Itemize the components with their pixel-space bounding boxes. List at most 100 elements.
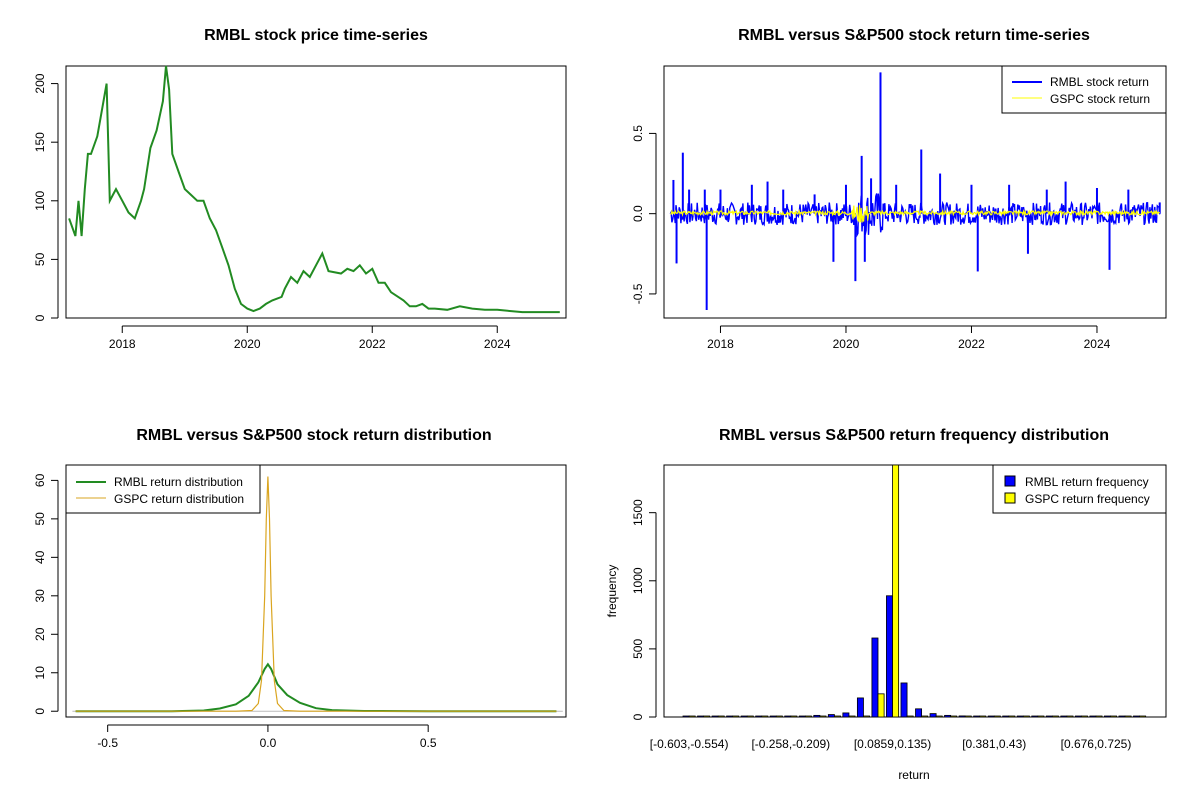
legend-label-gspc-distribution: GSPC return distribution (114, 492, 244, 506)
x-category-label: [-0.603,-0.554) (650, 737, 729, 751)
gspc-frequency-bar (863, 715, 870, 718)
gspc-frequency-bar (1124, 715, 1132, 718)
rmbl-frequency-bar (726, 715, 734, 718)
rmbl-frequency-bar (697, 715, 705, 718)
rmbl-frequency-bar (958, 715, 966, 718)
distribution-legend-box (65, 464, 261, 514)
gspc-frequency-bar (993, 715, 1001, 718)
rmbl-frequency-bar (769, 715, 777, 718)
gspc-frequency-bar (819, 715, 827, 718)
rmbl-frequency-bar (755, 715, 763, 718)
y-tick-label: 0 (33, 314, 47, 321)
rmbl-frequency-bar (1045, 715, 1053, 718)
gspc-frequency-bar (1095, 715, 1103, 718)
frequency-axes: 0 500 1000 1500 (631, 499, 657, 720)
distribution-axes: 0 10 20 30 40 50 60 -0.5 0.0 0.5 (33, 473, 437, 750)
legend-label-gspc-frequency: GSPC return frequency (1025, 492, 1150, 506)
return-plot-box (663, 65, 1167, 319)
rmbl-frequency-bar (1074, 715, 1082, 718)
gspc-frequency-bar (1022, 715, 1030, 718)
gspc-frequency-bar (688, 715, 696, 718)
legend-key-gspc-frequency (1004, 492, 1016, 504)
rmbl-frequency-bar (842, 712, 850, 718)
x-tick-label: 2024 (1084, 337, 1111, 351)
rmbl-frequency-bar (1016, 715, 1024, 718)
x-tick-label: 0.5 (420, 736, 437, 750)
y-tick-label: 100 (33, 190, 47, 210)
rmbl-frequency-bar (900, 682, 908, 718)
y-tick-label: 40 (33, 550, 47, 564)
rmbl-density-line (75, 662, 557, 713)
rmbl-frequency-bar (856, 697, 864, 718)
gspc-frequency-bar (935, 715, 943, 718)
frequency-plot-box (663, 464, 1167, 718)
x-tick-label: 2020 (234, 337, 261, 351)
rmbl-frequency-bar (987, 715, 995, 718)
gspc-frequency-bar (892, 464, 900, 718)
frequency-bars: [-0.603,-0.554) [-0.258,-0.209) [0.0859,0.… (650, 464, 1147, 751)
gspc-frequency-bar (761, 715, 769, 718)
frequency-y-axis-label: frequency (605, 565, 619, 618)
legend-label-rmbl-frequency: RMBL return frequency (1025, 475, 1149, 489)
price-axes: 0 50 100 150 200 2018 2020 2022 2024 (33, 73, 511, 351)
gspc-frequency-bar (804, 715, 812, 718)
frequency-distribution-panel: RMBL versus S&P500 return frequency dist… (605, 427, 1167, 782)
gspc-frequency-bar (717, 715, 725, 718)
rmbl-frequency-bar (1060, 715, 1068, 718)
y-tick-label: 50 (33, 252, 47, 266)
return-chart-title: RMBL versus S&P500 stock return time-ser… (738, 27, 1090, 44)
return-timeseries-panel: RMBL versus S&P500 stock return time-ser… (631, 27, 1167, 351)
gspc-frequency-bar (1051, 715, 1059, 718)
return-axes: -0.5 0.0 0.5 2018 2020 2022 2024 (631, 125, 1111, 351)
x-tick-label: 2022 (958, 337, 985, 351)
gspc-frequency-bar (848, 715, 856, 718)
legend-label-rmbl-return: RMBL stock return (1050, 75, 1149, 89)
price-plot-box (65, 65, 567, 319)
y-tick-label: 200 (33, 73, 47, 93)
rmbl-frequency-bar (915, 708, 923, 718)
distribution-plot-box (65, 464, 567, 718)
y-tick-label: 0 (631, 713, 645, 720)
x-category-label: [0.0859,0.135) (854, 737, 931, 751)
x-tick-label: 2024 (484, 337, 511, 351)
y-tick-label: 1500 (631, 499, 645, 526)
gspc-frequency-bar (906, 715, 914, 718)
gspc-return-line (669, 205, 1161, 224)
price-series (68, 65, 560, 314)
frequency-chart-title: RMBL versus S&P500 return frequency dist… (719, 427, 1109, 444)
gspc-frequency-bar (877, 693, 885, 718)
y-tick-label: -0.5 (631, 283, 645, 304)
gspc-frequency-bar (950, 715, 958, 718)
frequency-x-axis-label: return (898, 768, 929, 782)
y-tick-label: 10 (33, 666, 47, 680)
rmbl-frequency-bar (944, 714, 952, 718)
x-category-label: [-0.258,-0.209) (751, 737, 830, 751)
rmbl-frequency-bar (1104, 715, 1111, 718)
gspc-frequency-bar (775, 715, 783, 718)
price-chart-title: RMBL stock price time-series (204, 27, 428, 44)
gspc-frequency-bar (1081, 715, 1088, 718)
y-tick-label: 0.0 (631, 205, 645, 222)
rmbl-price-line (68, 65, 560, 314)
gspc-frequency-bar (979, 715, 987, 718)
rmbl-frequency-bar (784, 715, 792, 718)
rmbl-frequency-bar (1031, 715, 1039, 718)
y-tick-label: 1000 (631, 567, 645, 594)
x-tick-label: 2018 (109, 337, 136, 351)
rmbl-frequency-bar (886, 595, 893, 718)
distribution-chart-title: RMBL versus S&P500 stock return distribu… (136, 427, 491, 444)
gspc-density-line (75, 476, 557, 712)
y-tick-label: 50 (33, 512, 47, 526)
y-tick-label: 0.5 (631, 125, 645, 142)
y-tick-label: 500 (631, 639, 645, 659)
distribution-series (72, 476, 563, 713)
legend-key-rmbl-frequency (1004, 475, 1016, 487)
x-category-label: [0.676,0.725) (1061, 737, 1132, 751)
y-tick-label: 60 (33, 473, 47, 487)
x-category-label: [0.381,0.43) (962, 737, 1026, 751)
x-tick-label: 0.0 (260, 736, 277, 750)
gspc-frequency-bar (1110, 715, 1118, 718)
y-tick-label: 150 (33, 132, 47, 152)
rmbl-frequency-bar (798, 715, 806, 718)
